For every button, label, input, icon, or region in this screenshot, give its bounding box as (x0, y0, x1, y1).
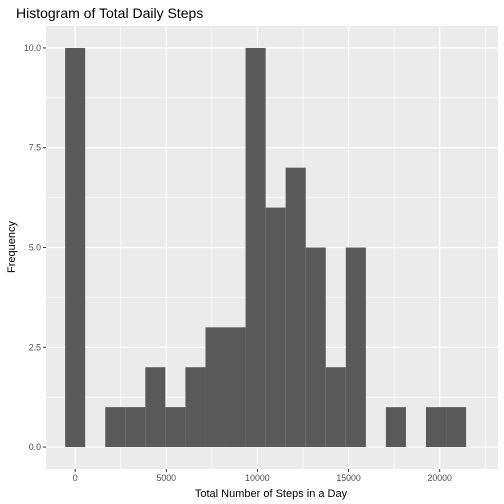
x-tick-label: 10000 (245, 473, 270, 483)
x-tick-label: 0 (73, 473, 78, 483)
y-axis-ticks: 0.0 2.5 5.0 7.5 10.0 (24, 43, 46, 452)
histogram-bar (245, 47, 266, 448)
x-axis-ticks: 0 5000 10000 15000 20000 (73, 469, 452, 483)
histogram-bar (446, 407, 467, 448)
x-tick-label: 5000 (157, 473, 177, 483)
histogram-bar (145, 367, 166, 448)
x-tick-label: 20000 (427, 473, 452, 483)
histogram-bar (225, 327, 246, 448)
histogram-bars (65, 47, 467, 448)
y-axis-label: Frequency (6, 221, 18, 273)
histogram-bar (105, 407, 126, 448)
histogram-bar (165, 407, 186, 448)
y-tick-label: 7.5 (29, 143, 41, 153)
histogram-bar (205, 327, 226, 448)
histogram-bar (285, 167, 306, 448)
histogram-bar (345, 247, 366, 448)
histogram-bar (65, 47, 86, 448)
chart-title: Histogram of Total Daily Steps (16, 5, 203, 21)
histogram-bar (265, 207, 286, 448)
histogram-bar (426, 407, 447, 448)
histogram-bar (325, 367, 346, 448)
histogram-bar (305, 247, 326, 448)
histogram-bar (185, 367, 206, 448)
y-tick-label: 0.0 (29, 442, 41, 452)
y-tick-label: 10.0 (24, 43, 41, 53)
y-tick-label: 2.5 (29, 342, 41, 352)
histogram-bar (385, 407, 406, 448)
histogram-bar (125, 407, 146, 448)
x-axis-label: Total Number of Steps in a Day (195, 488, 348, 500)
x-tick-label: 15000 (336, 473, 361, 483)
y-tick-label: 5.0 (29, 243, 41, 253)
plot-panel (46, 26, 498, 469)
